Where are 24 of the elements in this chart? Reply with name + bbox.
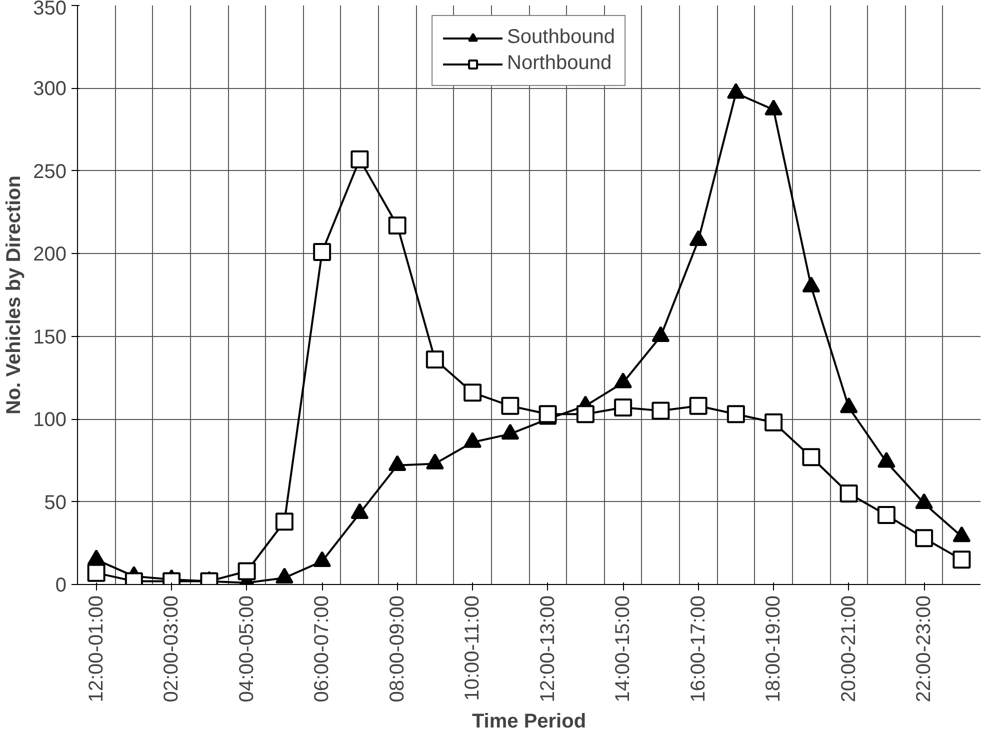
- x-tick-label: 20:00-21:00: [838, 595, 860, 702]
- y-tick-label: 0: [55, 574, 66, 596]
- legend-label: Northbound: [507, 52, 612, 75]
- y-tick-label: 300: [33, 78, 67, 100]
- legend-label: Southbound: [507, 26, 615, 49]
- x-tick-label: 12:00-13:00: [536, 595, 559, 702]
- x-tick-label: 02:00-03:00: [160, 595, 183, 702]
- x-tick-label: 10:00-11:00: [462, 595, 484, 701]
- x-tick-label: 12:00-01:00: [85, 595, 108, 702]
- x-tick-label: 08:00-09:00: [386, 595, 408, 702]
- x-tick-label: 22:00-23:00: [913, 595, 936, 702]
- y-tick-label: 350: [33, 0, 67, 20]
- x-tick-label: 16:00-17:00: [687, 595, 710, 702]
- y-tick-label: 250: [33, 160, 67, 183]
- x-tick-label: 14:00-15:00: [612, 595, 634, 702]
- y-tick-label: 50: [44, 492, 67, 514]
- y-tick-label: 200: [33, 244, 67, 266]
- x-tick-label: 04:00-05:00: [236, 595, 258, 702]
- x-tick-label: 06:00-07:00: [311, 595, 334, 702]
- y-axis-title: No. Vehicles by Direction: [3, 176, 26, 414]
- x-tick-label: 18:00-19:00: [762, 595, 785, 702]
- x-axis-title: Time Period: [472, 710, 586, 732]
- y-tick-label: 100: [33, 409, 67, 432]
- y-tick-label: 150: [33, 326, 67, 348]
